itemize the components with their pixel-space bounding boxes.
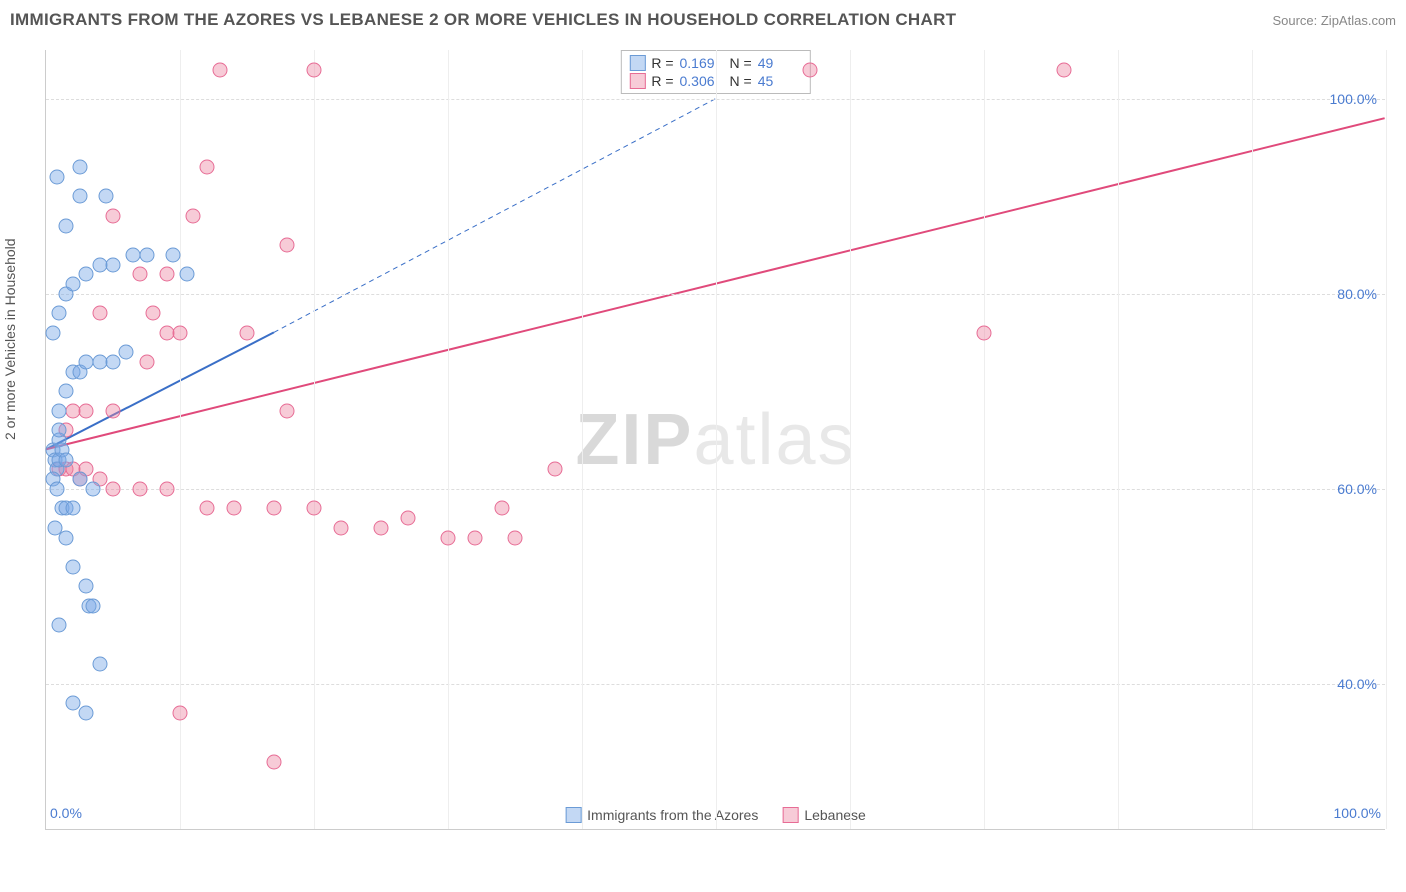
- scatter-point-lebanese: [139, 355, 154, 370]
- scatter-point-lebanese: [159, 267, 174, 282]
- scatter-point-lebanese: [307, 501, 322, 516]
- scatter-point-lebanese: [159, 481, 174, 496]
- scatter-point-lebanese: [106, 481, 121, 496]
- scatter-point-lebanese: [65, 403, 80, 418]
- y-tick: 40.0%: [1337, 676, 1377, 692]
- scatter-point-lebanese: [106, 208, 121, 223]
- scatter-point-lebanese: [186, 208, 201, 223]
- gridline-v: [1118, 50, 1119, 829]
- scatter-point-azores: [59, 218, 74, 233]
- scatter-point-lebanese: [467, 530, 482, 545]
- scatter-point-lebanese: [146, 306, 161, 321]
- gridline-v: [1252, 50, 1253, 829]
- scatter-point-lebanese: [1057, 62, 1072, 77]
- x-tick-max: 100.0%: [1334, 805, 1381, 821]
- legend-item-azores: Immigrants from the Azores: [565, 807, 758, 823]
- swatch-lebanese: [629, 73, 645, 89]
- y-tick: 80.0%: [1337, 286, 1377, 302]
- scatter-point-azores: [139, 247, 154, 262]
- gridline-v: [448, 50, 449, 829]
- scatter-point-azores: [72, 472, 87, 487]
- scatter-point-lebanese: [307, 62, 322, 77]
- scatter-point-azores: [179, 267, 194, 282]
- swatch-azores-icon: [565, 807, 581, 823]
- scatter-point-lebanese: [106, 403, 121, 418]
- y-tick: 60.0%: [1337, 481, 1377, 497]
- scatter-point-azores: [52, 403, 67, 418]
- scatter-point-azores: [65, 559, 80, 574]
- scatter-point-lebanese: [400, 511, 415, 526]
- scatter-point-azores: [85, 598, 100, 613]
- scatter-point-azores: [79, 267, 94, 282]
- scatter-point-azores: [106, 355, 121, 370]
- scatter-point-lebanese: [280, 403, 295, 418]
- scatter-point-azores: [65, 501, 80, 516]
- scatter-point-lebanese: [240, 325, 255, 340]
- scatter-point-lebanese: [266, 501, 281, 516]
- scatter-point-lebanese: [374, 520, 389, 535]
- scatter-point-azores: [59, 384, 74, 399]
- scatter-point-azores: [65, 277, 80, 292]
- plot-area: ZIPatlas R = 0.169 N = 49 R = 0.306 N = …: [45, 50, 1385, 830]
- scatter-point-lebanese: [199, 501, 214, 516]
- gridline-v: [984, 50, 985, 829]
- scatter-point-azores: [79, 579, 94, 594]
- scatter-point-azores: [79, 706, 94, 721]
- scatter-point-lebanese: [508, 530, 523, 545]
- source-label: Source: ZipAtlas.com: [1272, 13, 1396, 28]
- scatter-point-lebanese: [173, 706, 188, 721]
- scatter-point-azores: [59, 452, 74, 467]
- swatch-lebanese-icon: [782, 807, 798, 823]
- scatter-point-azores: [65, 696, 80, 711]
- scatter-point-lebanese: [92, 306, 107, 321]
- scatter-point-azores: [72, 160, 87, 175]
- scatter-point-azores: [59, 530, 74, 545]
- chart-title: IMMIGRANTS FROM THE AZORES VS LEBANESE 2…: [10, 10, 956, 30]
- scatter-point-lebanese: [79, 403, 94, 418]
- scatter-point-lebanese: [132, 481, 147, 496]
- scatter-point-azores: [92, 657, 107, 672]
- legend-label-lebanese: Lebanese: [804, 807, 866, 823]
- gridline-v: [1386, 50, 1387, 829]
- scatter-point-lebanese: [173, 325, 188, 340]
- scatter-point-lebanese: [548, 462, 563, 477]
- scatter-point-azores: [85, 481, 100, 496]
- gridline-v: [716, 50, 717, 829]
- scatter-point-azores: [106, 257, 121, 272]
- scatter-point-azores: [52, 618, 67, 633]
- scatter-point-lebanese: [280, 238, 295, 253]
- legend-item-lebanese: Lebanese: [782, 807, 866, 823]
- scatter-point-lebanese: [266, 754, 281, 769]
- scatter-point-lebanese: [199, 160, 214, 175]
- gridline-v: [314, 50, 315, 829]
- scatter-point-lebanese: [213, 62, 228, 77]
- legend-label-azores: Immigrants from the Azores: [587, 807, 758, 823]
- scatter-point-azores: [45, 325, 60, 340]
- scatter-point-azores: [49, 481, 64, 496]
- scatter-point-azores: [99, 189, 114, 204]
- scatter-point-lebanese: [441, 530, 456, 545]
- scatter-point-azores: [52, 306, 67, 321]
- y-tick: 100.0%: [1330, 91, 1377, 107]
- scatter-point-lebanese: [802, 62, 817, 77]
- gridline-v: [850, 50, 851, 829]
- y-axis-label: 2 or more Vehicles in Household: [2, 238, 18, 440]
- scatter-point-azores: [72, 189, 87, 204]
- scatter-point-azores: [166, 247, 181, 262]
- scatter-point-azores: [52, 423, 67, 438]
- swatch-azores: [629, 55, 645, 71]
- scatter-point-lebanese: [333, 520, 348, 535]
- scatter-point-lebanese: [977, 325, 992, 340]
- scatter-point-lebanese: [494, 501, 509, 516]
- gridline-v: [582, 50, 583, 829]
- scatter-point-azores: [119, 345, 134, 360]
- x-tick-min: 0.0%: [50, 805, 82, 821]
- scatter-point-azores: [49, 169, 64, 184]
- scatter-point-lebanese: [132, 267, 147, 282]
- scatter-point-lebanese: [226, 501, 241, 516]
